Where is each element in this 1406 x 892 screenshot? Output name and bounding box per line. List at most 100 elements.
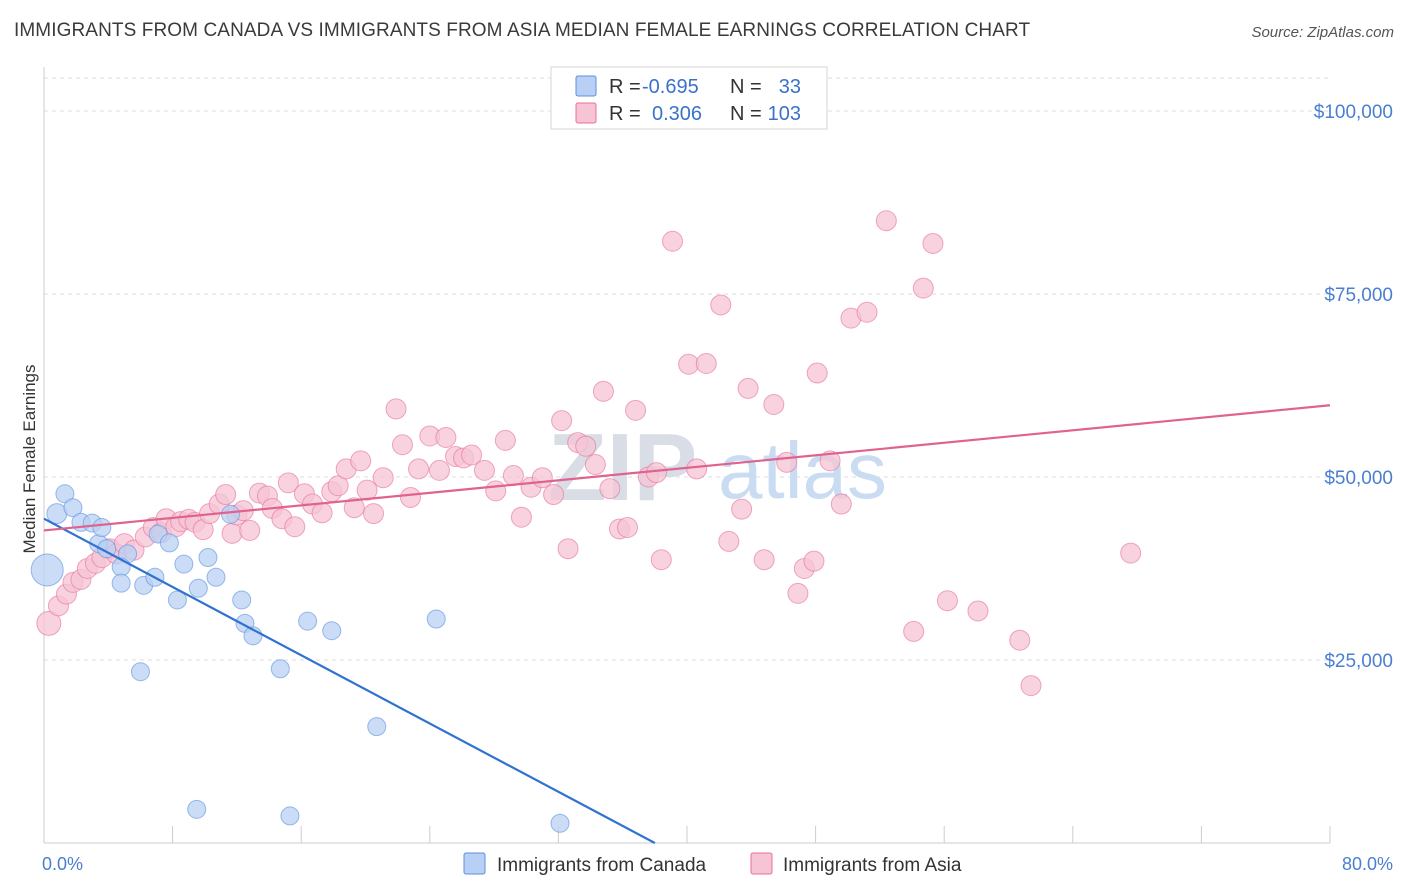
asia-point [277,472,299,494]
asia-point [686,458,708,480]
series-canada-points [30,484,570,833]
canada-point [159,533,179,553]
asia-point [284,516,306,538]
trend-lines [43,404,1331,844]
canada-point [111,573,131,593]
asia-point [584,454,606,476]
canada-point [92,517,112,537]
axes [43,67,1331,844]
asia-point [363,503,385,525]
canada-point [220,504,240,524]
asia-point [473,459,495,481]
y-tick-label: $75,000 [1324,285,1393,306]
asia-point [922,232,944,254]
y-tick-label: $100,000 [1314,102,1393,123]
source-credit: Source: ZipAtlas.com [1251,24,1394,41]
asia-point [327,475,349,497]
y-tick-label: $25,000 [1324,651,1393,672]
legend-asia-r-value: 0.306 [652,103,702,125]
y-tick-label: $50,000 [1324,468,1393,489]
asia-point [753,549,775,571]
canada-point [187,799,207,819]
asia-point [575,435,597,457]
asia-point [494,429,516,451]
canada-point [130,662,150,682]
asia-point [803,550,825,572]
asia-point [936,590,958,612]
asia-point [461,444,483,466]
asia-point [551,410,573,432]
asia-point [776,451,798,473]
asia-point [967,600,989,622]
asia-point [737,377,759,399]
bottom-legend-asia-swatch [750,852,773,875]
legend-asia-n-value: 103 [768,103,801,125]
asia-trend-line [43,404,1331,532]
asia-point [1020,675,1042,697]
asia-point [400,486,422,508]
asia-point [599,478,621,500]
asia-point [408,458,430,480]
asia-point [617,516,639,538]
asia-point [385,398,407,420]
asia-point [356,479,378,501]
asia-point [485,480,507,502]
canada-point [63,498,83,518]
asia-point [221,522,243,544]
legend-canada-r-label: R = [609,76,641,98]
asia-point [806,362,828,384]
asia-point [830,493,852,515]
canada-point [270,659,290,679]
bottom-legend-asia-label: Immigrants from Asia [783,855,962,876]
asia-point [239,519,261,541]
asia-point [343,497,365,519]
canada-trend-line [43,517,656,844]
asia-point [391,434,413,456]
x-tick-label-min: 0.0% [42,854,83,874]
asia-point [510,506,532,528]
asia-point [215,484,237,506]
asia-point [718,530,740,552]
asia-point [912,277,934,299]
asia-point [875,210,897,232]
asia-point [787,582,809,604]
canada-point [280,806,300,826]
asia-point [710,294,732,316]
asia-point [435,426,457,448]
canada-point [322,621,342,641]
asia-point [543,484,565,506]
watermark-zip: ZIP [548,414,697,521]
asia-point [763,393,785,415]
legend-canada-r-value: -0.695 [642,76,699,98]
asia-point [678,353,700,375]
asia-point [1120,542,1142,564]
canada-point [174,554,194,574]
asia-point [36,610,62,636]
asia-point [625,399,647,421]
tick-labels: $25,000 $50,000 $75,000 $100,000 0.0% 80.0% [42,102,1393,874]
canada-point [426,609,446,629]
canada-point [298,611,318,631]
series-legend: Immigrants from Canada Immigrants from A… [463,852,962,876]
canada-point [232,590,252,610]
asia-point [372,467,394,489]
canada-point [167,590,187,610]
asia-point [662,230,684,252]
legend-asia-swatch [575,102,597,124]
asia-point [592,380,614,402]
legend-asia-n-label: N = [730,103,762,125]
chart-title: IMMIGRANTS FROM CANADA VS IMMIGRANTS FRO… [14,20,1031,41]
legend-asia-r-label: R = [609,103,641,125]
asia-point [731,498,753,520]
asia-point [502,465,524,487]
correlation-legend: R = -0.695 N = 33 R = 0.306 N = 103 [550,66,828,130]
series-asia-points [36,210,1142,697]
canada-point [550,813,570,833]
legend-canada-n-label: N = [730,76,762,98]
bottom-legend-canada-swatch [463,852,486,875]
x-tick-label-max: 80.0% [1342,854,1393,874]
asia-point [1009,629,1031,651]
canada-point [30,553,64,587]
legend-box [550,66,828,130]
